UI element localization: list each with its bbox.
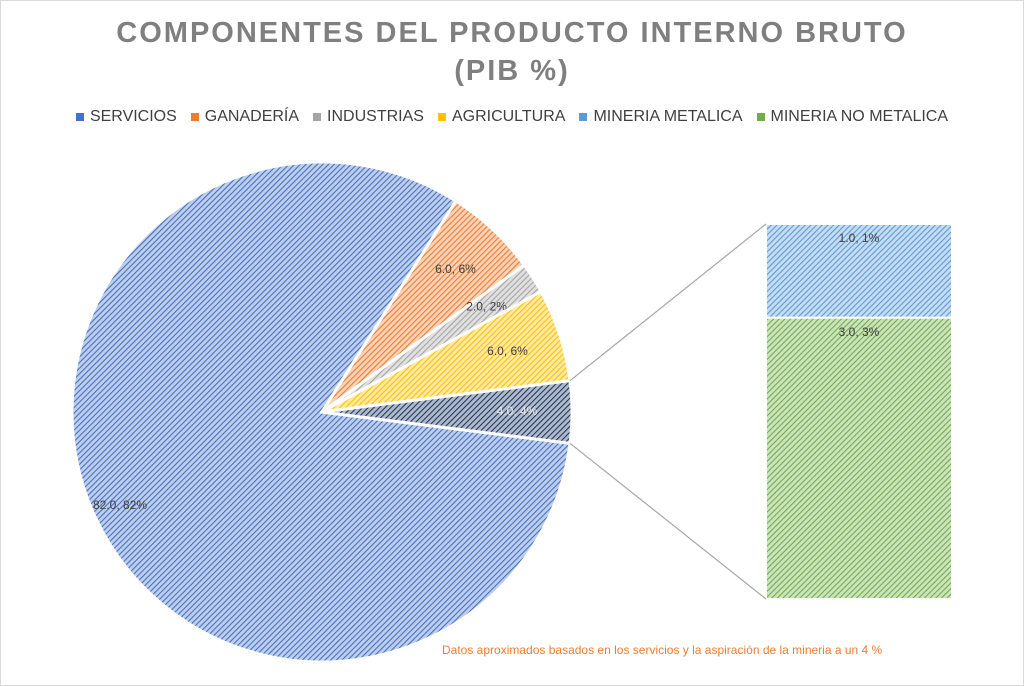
pie-data-label: 82.0, 82%: [93, 498, 147, 512]
chart-title-line-1: COMPONENTES DEL PRODUCTO INTERNO BRUTO: [116, 17, 908, 49]
pie-data-label: 2.0, 2%: [466, 300, 507, 314]
legend-item-servicios: SERVICIOS: [75, 108, 177, 126]
pie-data-label: 4.0, 4%: [497, 404, 538, 418]
breakout-bar-mineria-no-metalica: [765, 316, 953, 600]
legend-label: MINERIA METALICA: [593, 108, 743, 125]
legend-swatch: [579, 113, 588, 121]
pie-data-label: 6.0, 6%: [435, 262, 476, 276]
legend-label: MINERIA NO METALICA: [770, 108, 949, 125]
legend-label: AGRICULTURA: [451, 108, 566, 125]
legend-swatch: [190, 113, 199, 121]
legend-item-ganaderia: GANADERÍA: [190, 108, 300, 126]
legend-item-agricultura: AGRICULTURA: [437, 108, 566, 126]
legend-swatch: [313, 113, 322, 121]
legend-swatch: [756, 113, 765, 121]
chart-title-line-2: (PIB %): [454, 55, 570, 87]
legend-item-mineria-no-metalica: MINERIA NO METALICA: [756, 108, 949, 126]
chart-legend: SERVICIOS GANADERÍA INDUSTRIAS AGRICULTURA M…: [0, 108, 1024, 126]
breakout-data-label: 3.0, 3%: [839, 325, 880, 339]
chart-note: Datos aproximados basados en los servici…: [442, 643, 883, 657]
legend-label: INDUSTRIAS: [327, 108, 424, 125]
legend-label: GANADERÍA: [204, 108, 300, 125]
legend-item-mineria-metalica: MINERIA METALICA: [579, 108, 743, 126]
legend-swatch: [75, 113, 84, 121]
connector-line-bottom: [569, 442, 767, 600]
chart-title: COMPONENTES DEL PRODUCTO INTERNO BRUTO (…: [0, 14, 1024, 90]
pie-data-label: 6.0, 6%: [487, 344, 528, 358]
breakout-bar-mineria-metalica: [765, 223, 953, 319]
connector-line-top: [569, 223, 767, 382]
breakout-data-label: 1.0, 1%: [839, 231, 880, 245]
legend-label: SERVICIOS: [89, 108, 177, 125]
legend-item-industrias: INDUSTRIAS: [313, 108, 424, 126]
legend-swatch: [437, 113, 446, 121]
pie-slice-servicios: [70, 160, 572, 664]
